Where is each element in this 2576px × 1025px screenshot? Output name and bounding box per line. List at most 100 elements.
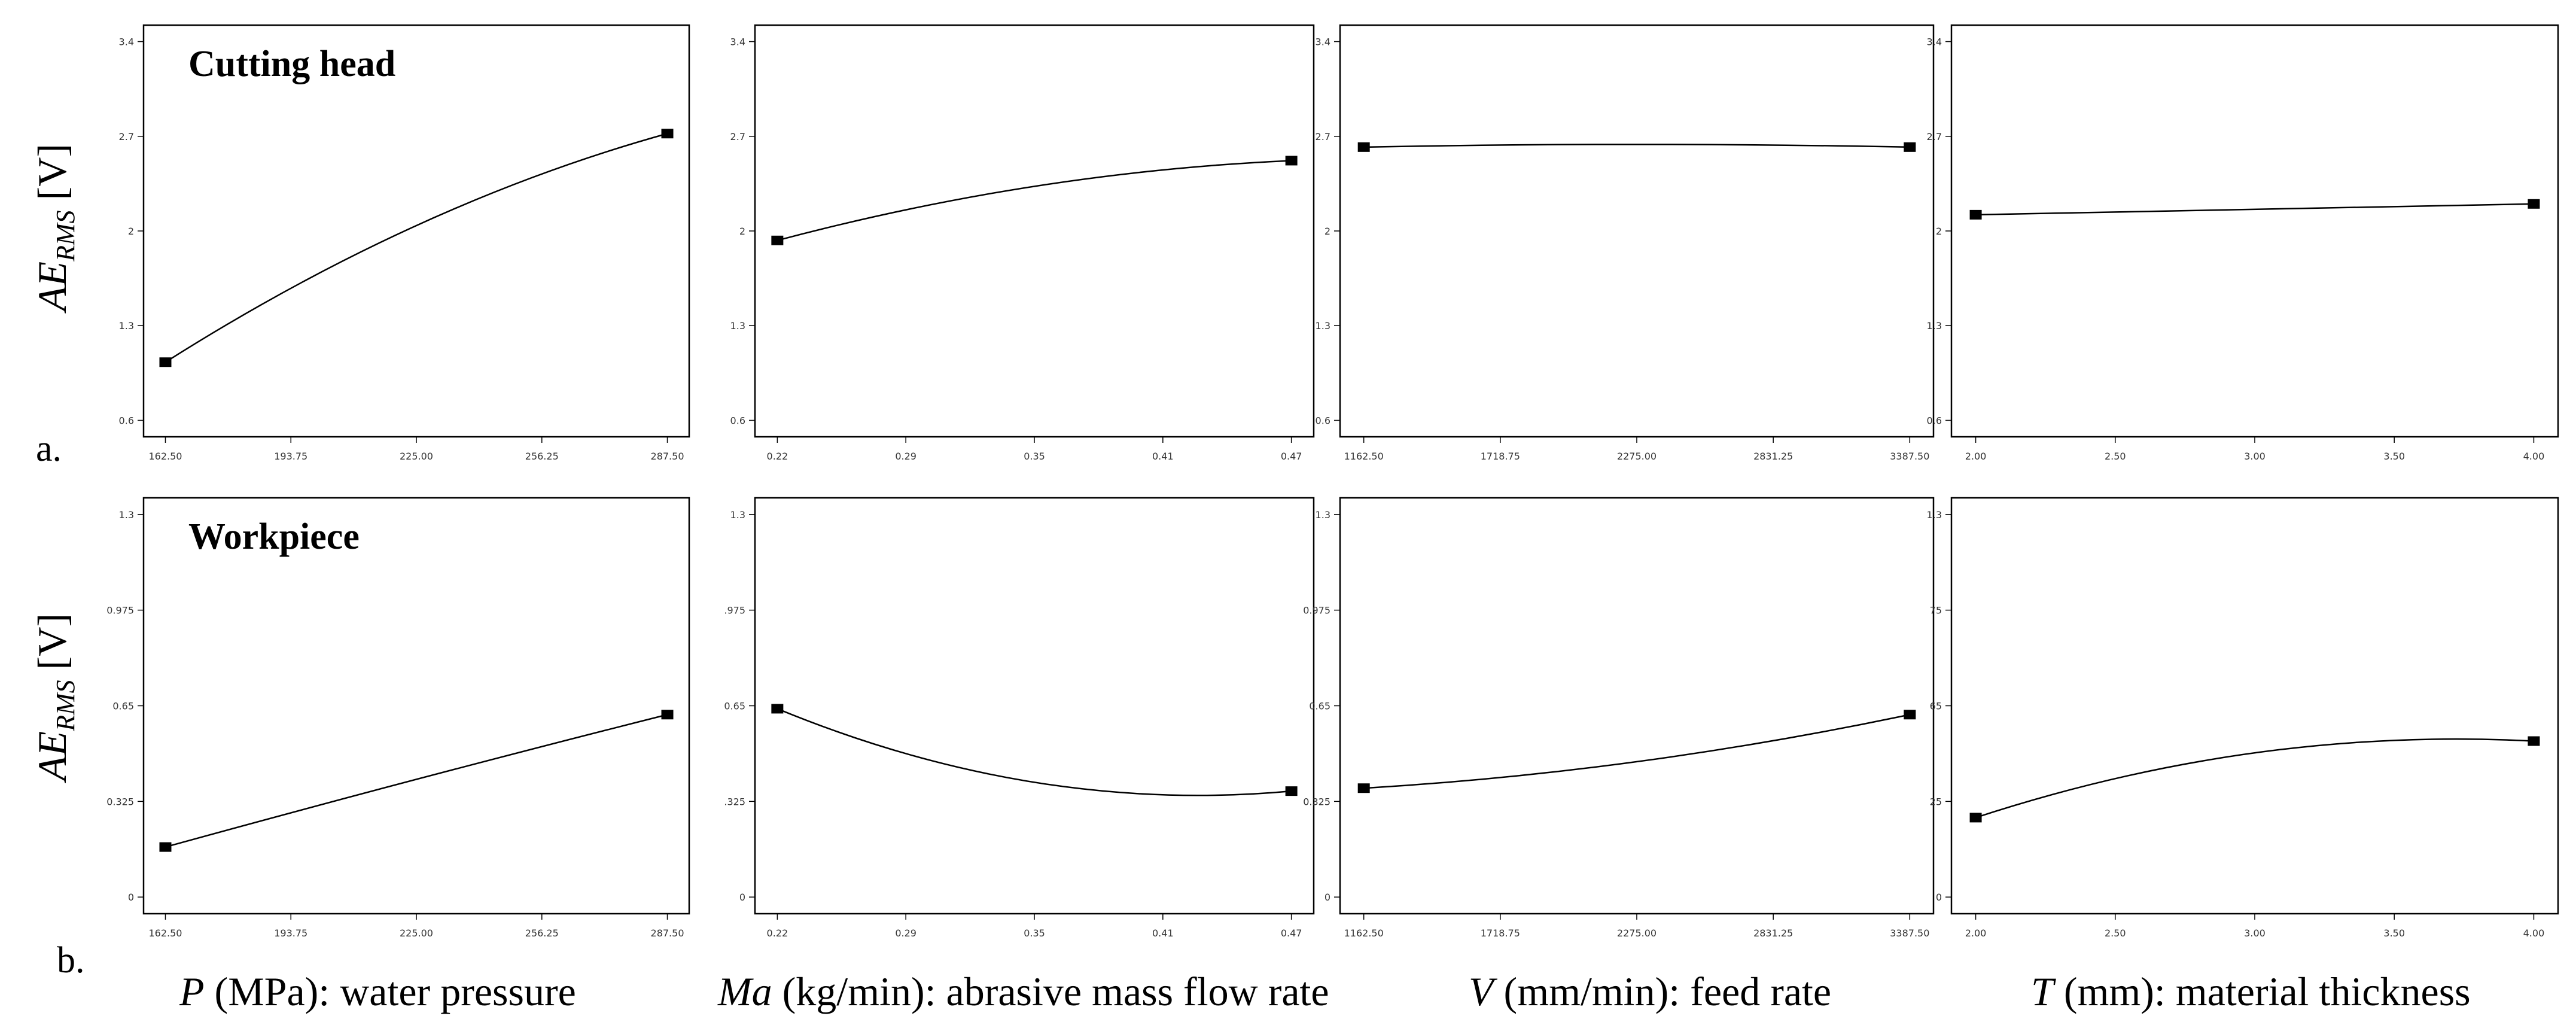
x-axis-label-feed-rate: V (mm/min): feed rate (1469, 969, 1831, 1014)
y-tick-label: 0.6 (1927, 415, 1942, 426)
y-tick-label: .325 (724, 796, 745, 807)
y-tick-label: 0 (739, 892, 745, 903)
x-tick-label: 0.35 (1024, 927, 1045, 939)
x-tick-label: 1718.75 (1481, 451, 1520, 462)
chart-panels: 162.50 193.75 225.00 256.25 287.50 0.6 1.3 2 2.7… (106, 24, 2559, 939)
x-tick-label: 0.22 (767, 451, 788, 462)
y-tick-label: 0.975 (106, 605, 134, 616)
x-tick-label: 225.00 (400, 451, 433, 462)
data-point-start (159, 842, 172, 852)
x-tick-label: 1162.50 (1344, 927, 1384, 939)
y-tick-label: 0 (128, 892, 134, 903)
x-axis-label-mass-flow: Ma (kg/min): abrasive mass flow rate (717, 969, 1329, 1014)
y-tick-label: 1.3 (1316, 509, 1330, 521)
x-tick-label: 4.00 (2523, 927, 2545, 939)
y-tick-label: 2 (128, 226, 134, 237)
x-tick-label: 256.25 (525, 451, 559, 462)
y-tick-label: 2.7 (730, 131, 745, 142)
x-tick-label: 2.00 (1965, 451, 1987, 462)
x-tick-label: 162.50 (148, 927, 182, 939)
x-tick-label: 2.50 (2105, 927, 2126, 939)
data-point-end (2528, 199, 2540, 209)
series-curve (1975, 203, 2534, 216)
series-curve (1363, 144, 1910, 148)
x-tick-label: 3.50 (2383, 451, 2405, 462)
data-point-end (1904, 142, 1916, 152)
x-tick-label: 0.47 (1281, 451, 1302, 462)
y-tick-label: 1.3 (1927, 509, 1942, 521)
y-tick-label: 3.4 (730, 37, 745, 48)
x-tick-label: 2.00 (1965, 927, 1987, 939)
y-tick-label: 2 (739, 226, 745, 237)
data-point-start (1969, 813, 1982, 823)
x-tick-label: 3387.50 (1890, 451, 1929, 462)
y-tick-label: 0.325 (106, 796, 134, 807)
x-tick-label: 0.47 (1281, 927, 1302, 939)
series-curve (165, 714, 668, 848)
x-tick-label: 193.75 (274, 927, 307, 939)
data-point-start (1357, 783, 1370, 793)
x-tick-label: 0.41 (1152, 927, 1174, 939)
x-tick-label: 0.29 (895, 451, 916, 462)
x-tick-label: 2831.25 (1753, 451, 1793, 462)
data-point-start (771, 704, 784, 714)
data-point-start (1357, 142, 1370, 152)
y-tick-label: 1.3 (1927, 320, 1942, 331)
y-tick-label: 3.4 (1927, 37, 1942, 48)
y-tick-label: 3.4 (1316, 37, 1330, 48)
y-tick-label: 2 (1324, 226, 1330, 237)
y-tick-label: 0.6 (730, 415, 745, 426)
data-point-end (1904, 710, 1916, 720)
series-curve (777, 160, 1292, 242)
chart-panel-7: 1162.50 1718.75 2275.00 2831.25 3387.50 0 0.32… (1303, 497, 1935, 939)
x-tick-label: 193.75 (274, 451, 307, 462)
chart-panel-8: 2.00 2.50 3.00 3.50 4.00 0 25 65 75 1.3 (1927, 497, 2559, 939)
data-point-end (661, 129, 674, 139)
y-tick-label: 1.3 (730, 509, 745, 521)
y-tick-label: 2 (1936, 226, 1942, 237)
data-point-start (159, 357, 172, 367)
x-tick-label: 0.29 (895, 927, 916, 939)
y-tick-label: 2.7 (1927, 131, 1942, 142)
y-axis-label-row-a: AERMS [V] (29, 144, 80, 314)
x-tick-label: 0.22 (767, 927, 788, 939)
y-tick-label: 1.3 (1316, 320, 1330, 331)
chart-panel-6: 0.22 0.29 0.35 0.41 0.47 0 .325 0.65 .975 1.3 (724, 497, 1315, 939)
y-tick-label: 25 (1930, 796, 1942, 807)
y-tick-label: 2.7 (1316, 131, 1330, 142)
y-tick-label: 0.975 (1303, 605, 1330, 616)
series-curve (1975, 738, 2534, 819)
x-tick-label: 3.00 (2244, 451, 2266, 462)
y-tick-label: 0.325 (1303, 796, 1330, 807)
panel-title: Workpiece (188, 516, 360, 557)
x-tick-label: 2831.25 (1753, 927, 1793, 939)
x-tick-label: 287.50 (651, 927, 684, 939)
series-curve (1363, 714, 1910, 789)
y-tick-label: 1.3 (730, 320, 745, 331)
y-tick-label: 75 (1930, 605, 1942, 616)
data-point-end (1285, 786, 1298, 796)
x-tick-label: 3387.50 (1890, 927, 1929, 939)
y-tick-label: 0.6 (119, 415, 134, 426)
data-point-end (1285, 156, 1298, 166)
x-axis-label-pressure: P (MPa): water pressure (179, 969, 576, 1014)
x-tick-label: 1718.75 (1481, 927, 1520, 939)
x-tick-label: 2.50 (2105, 451, 2126, 462)
y-tick-label: 1.3 (119, 320, 134, 331)
series-curve (165, 133, 668, 363)
chart-panel-1: 162.50 193.75 225.00 256.25 287.50 0.6 1.3 2 2.7… (119, 24, 690, 462)
y-tick-label: 2.7 (119, 131, 134, 142)
y-tick-label: .975 (724, 605, 745, 616)
y-tick-label: 0.6 (1316, 415, 1330, 426)
y-tick-label: 0.65 (724, 701, 745, 712)
y-tick-label: 0.65 (112, 701, 134, 712)
series-curve (777, 708, 1292, 796)
x-tick-label: 256.25 (525, 927, 559, 939)
x-axis-label-thickness: T (mm): material thickness (2031, 969, 2471, 1014)
x-tick-label: 2275.00 (1617, 927, 1657, 939)
y-tick-label: 0 (1324, 892, 1330, 903)
x-tick-label: 2275.00 (1617, 451, 1657, 462)
row-label-a: a. (36, 428, 62, 469)
x-tick-label: 0.35 (1024, 451, 1045, 462)
